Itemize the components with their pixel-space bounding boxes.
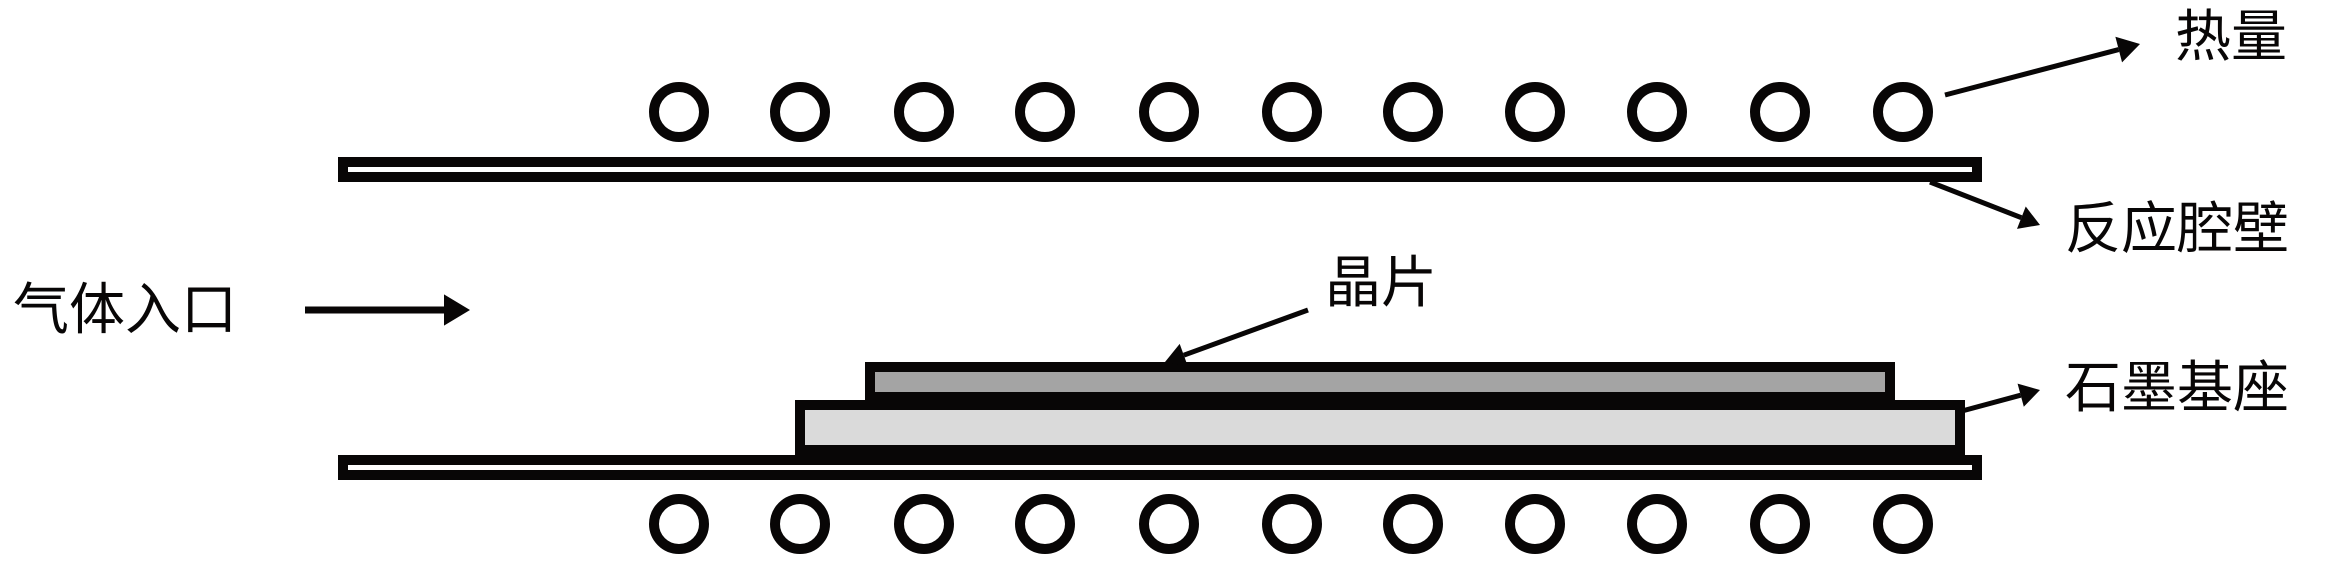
heater-coil-bottom-8 (1632, 499, 1682, 549)
label-wall: 反应腔壁 (2065, 199, 2289, 261)
heater-coil-top-6 (1388, 87, 1438, 137)
heater-coil-bottom-6 (1388, 499, 1438, 549)
heater-coil-top-10 (1878, 87, 1928, 137)
heater-coil-bottom-0 (654, 499, 704, 549)
heater-coil-top-5 (1267, 87, 1317, 137)
heater-coil-top-3 (1020, 87, 1070, 137)
heater-coil-bottom-5 (1267, 499, 1317, 549)
chamber-wall-top (343, 162, 1977, 177)
heater-coil-bottom-3 (1020, 499, 1070, 549)
heater-coil-top-8 (1632, 87, 1682, 137)
label-wafer: 晶片 (1325, 253, 1437, 315)
heater-coil-bottom-4 (1144, 499, 1194, 549)
heater-coil-bottom-1 (775, 499, 825, 549)
heater-coil-bottom-7 (1510, 499, 1560, 549)
heater-coil-top-0 (654, 87, 704, 137)
heater-coil-top-4 (1144, 87, 1194, 137)
heater-coil-top-2 (899, 87, 949, 137)
wafer (870, 367, 1890, 397)
label-base: 石墨基座 (2065, 358, 2289, 420)
heater-coil-bottom-9 (1755, 499, 1805, 549)
graphite-base (800, 405, 1960, 450)
chamber-wall-bottom (343, 460, 1977, 475)
heater-coil-top-9 (1755, 87, 1805, 137)
heater-coil-bottom-10 (1878, 499, 1928, 549)
heater-coil-top-1 (775, 87, 825, 137)
label-inlet: 气体入口 (13, 280, 237, 342)
heater-coil-bottom-2 (899, 499, 949, 549)
label-heat: 热量 (2175, 7, 2287, 69)
heater-coil-top-7 (1510, 87, 1560, 137)
